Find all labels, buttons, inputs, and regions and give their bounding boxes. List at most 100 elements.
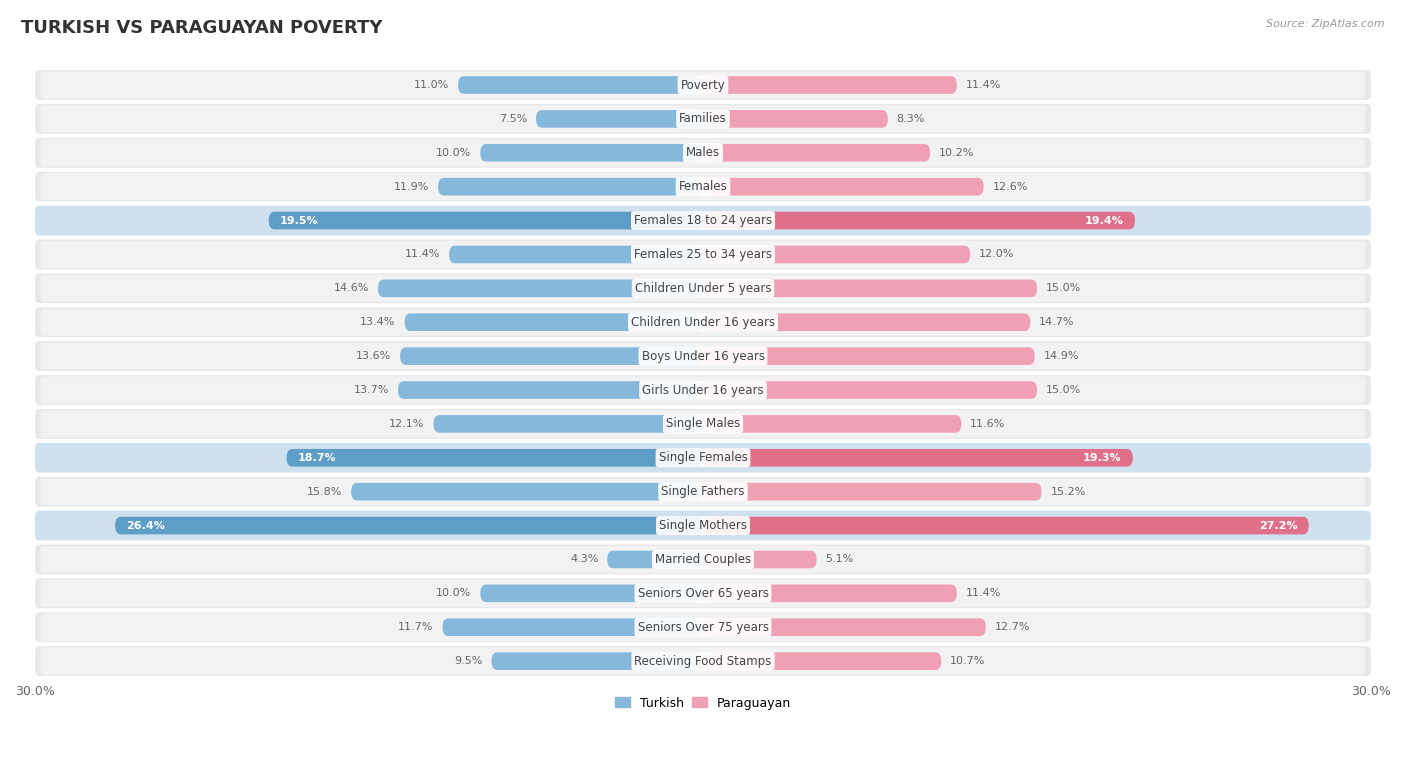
FancyBboxPatch shape — [41, 377, 1365, 403]
FancyBboxPatch shape — [443, 619, 703, 636]
Text: Girls Under 16 years: Girls Under 16 years — [643, 384, 763, 396]
Text: 13.4%: 13.4% — [360, 318, 395, 327]
FancyBboxPatch shape — [41, 410, 1365, 437]
Text: 15.0%: 15.0% — [1046, 283, 1081, 293]
Text: 15.8%: 15.8% — [307, 487, 342, 496]
FancyBboxPatch shape — [703, 415, 962, 433]
FancyBboxPatch shape — [481, 144, 703, 161]
FancyBboxPatch shape — [703, 246, 970, 263]
FancyBboxPatch shape — [35, 307, 1371, 337]
FancyBboxPatch shape — [378, 280, 703, 297]
FancyBboxPatch shape — [35, 409, 1371, 439]
FancyBboxPatch shape — [287, 449, 703, 467]
FancyBboxPatch shape — [41, 478, 1365, 506]
FancyBboxPatch shape — [703, 483, 1042, 500]
FancyBboxPatch shape — [703, 347, 1035, 365]
FancyBboxPatch shape — [703, 110, 887, 127]
FancyBboxPatch shape — [35, 172, 1371, 202]
FancyBboxPatch shape — [703, 178, 984, 196]
FancyBboxPatch shape — [35, 612, 1371, 642]
Text: 14.6%: 14.6% — [333, 283, 368, 293]
Text: Source: ZipAtlas.com: Source: ZipAtlas.com — [1267, 19, 1385, 29]
Text: Females 18 to 24 years: Females 18 to 24 years — [634, 214, 772, 227]
FancyBboxPatch shape — [269, 211, 703, 230]
FancyBboxPatch shape — [41, 647, 1365, 675]
Text: TURKISH VS PARAGUAYAN POVERTY: TURKISH VS PARAGUAYAN POVERTY — [21, 19, 382, 37]
Text: 5.1%: 5.1% — [825, 554, 853, 565]
Text: 15.0%: 15.0% — [1046, 385, 1081, 395]
Text: 27.2%: 27.2% — [1258, 521, 1298, 531]
Text: Males: Males — [686, 146, 720, 159]
Text: Single Fathers: Single Fathers — [661, 485, 745, 498]
FancyBboxPatch shape — [703, 653, 941, 670]
FancyBboxPatch shape — [41, 173, 1365, 200]
FancyBboxPatch shape — [703, 280, 1038, 297]
Text: 11.4%: 11.4% — [966, 80, 1001, 90]
Text: 10.0%: 10.0% — [436, 588, 471, 598]
Text: 14.7%: 14.7% — [1039, 318, 1074, 327]
Text: 4.3%: 4.3% — [569, 554, 599, 565]
FancyBboxPatch shape — [703, 517, 1309, 534]
FancyBboxPatch shape — [35, 240, 1371, 269]
Text: Married Couples: Married Couples — [655, 553, 751, 566]
Text: 15.2%: 15.2% — [1050, 487, 1085, 496]
FancyBboxPatch shape — [35, 104, 1371, 134]
Text: 11.7%: 11.7% — [398, 622, 433, 632]
Text: Seniors Over 75 years: Seniors Over 75 years — [637, 621, 769, 634]
FancyBboxPatch shape — [492, 653, 703, 670]
FancyBboxPatch shape — [35, 443, 1371, 473]
Text: 8.3%: 8.3% — [897, 114, 925, 124]
Text: 11.9%: 11.9% — [394, 182, 429, 192]
FancyBboxPatch shape — [35, 544, 1371, 575]
Text: 12.0%: 12.0% — [979, 249, 1015, 259]
Text: 12.1%: 12.1% — [389, 419, 425, 429]
Text: Single Mothers: Single Mothers — [659, 519, 747, 532]
FancyBboxPatch shape — [41, 546, 1365, 573]
FancyBboxPatch shape — [41, 71, 1365, 99]
Text: 10.7%: 10.7% — [950, 656, 986, 666]
Text: 18.7%: 18.7% — [298, 453, 336, 463]
FancyBboxPatch shape — [439, 178, 703, 196]
Text: Females: Females — [679, 180, 727, 193]
Legend: Turkish, Paraguayan: Turkish, Paraguayan — [610, 691, 796, 715]
FancyBboxPatch shape — [481, 584, 703, 602]
FancyBboxPatch shape — [703, 449, 1133, 467]
FancyBboxPatch shape — [115, 517, 703, 534]
FancyBboxPatch shape — [703, 77, 957, 94]
FancyBboxPatch shape — [449, 246, 703, 263]
Text: Single Females: Single Females — [658, 451, 748, 465]
Text: 13.7%: 13.7% — [354, 385, 389, 395]
FancyBboxPatch shape — [41, 444, 1365, 471]
Text: 12.6%: 12.6% — [993, 182, 1028, 192]
FancyBboxPatch shape — [401, 347, 703, 365]
FancyBboxPatch shape — [703, 144, 931, 161]
FancyBboxPatch shape — [35, 578, 1371, 608]
FancyBboxPatch shape — [35, 375, 1371, 405]
Text: Single Males: Single Males — [666, 418, 740, 431]
FancyBboxPatch shape — [35, 138, 1371, 168]
FancyBboxPatch shape — [458, 77, 703, 94]
Text: Poverty: Poverty — [681, 79, 725, 92]
Text: Receiving Food Stamps: Receiving Food Stamps — [634, 655, 772, 668]
FancyBboxPatch shape — [536, 110, 703, 127]
FancyBboxPatch shape — [35, 647, 1371, 676]
FancyBboxPatch shape — [607, 550, 703, 568]
Text: 19.4%: 19.4% — [1085, 215, 1123, 226]
FancyBboxPatch shape — [703, 381, 1038, 399]
Text: 11.4%: 11.4% — [405, 249, 440, 259]
FancyBboxPatch shape — [703, 550, 817, 568]
Text: 26.4%: 26.4% — [127, 521, 165, 531]
FancyBboxPatch shape — [35, 341, 1371, 371]
FancyBboxPatch shape — [398, 381, 703, 399]
Text: 14.9%: 14.9% — [1043, 351, 1080, 361]
FancyBboxPatch shape — [405, 313, 703, 331]
Text: Females 25 to 34 years: Females 25 to 34 years — [634, 248, 772, 261]
FancyBboxPatch shape — [703, 313, 1031, 331]
Text: 10.0%: 10.0% — [436, 148, 471, 158]
FancyBboxPatch shape — [703, 211, 1135, 230]
Text: Children Under 5 years: Children Under 5 years — [634, 282, 772, 295]
FancyBboxPatch shape — [41, 309, 1365, 336]
FancyBboxPatch shape — [35, 70, 1371, 100]
Text: Families: Families — [679, 112, 727, 125]
Text: Children Under 16 years: Children Under 16 years — [631, 316, 775, 329]
